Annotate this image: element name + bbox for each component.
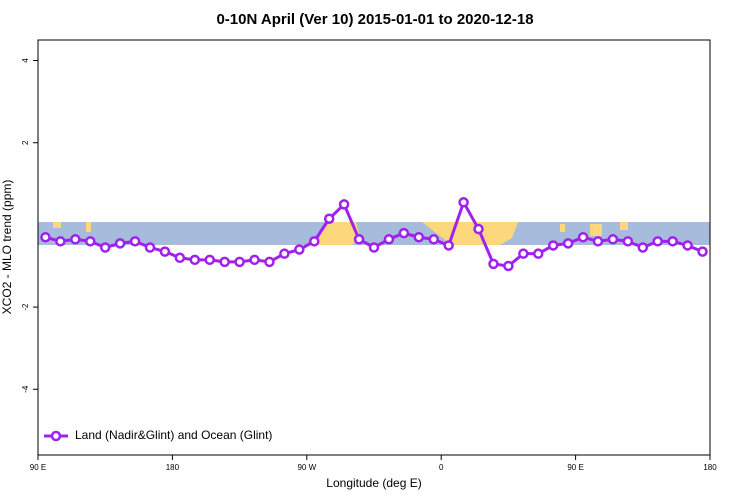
- data-point: [249, 254, 260, 266]
- data-point: [129, 236, 141, 247]
- x-tick-label: 180: [703, 463, 717, 472]
- data-point: [682, 240, 693, 251]
- data-point: [518, 248, 529, 259]
- data-point: [294, 244, 305, 255]
- data-point: [353, 234, 365, 245]
- map-band: [38, 222, 710, 245]
- data-point: [458, 197, 469, 208]
- x-tick-label: 90 W: [297, 463, 316, 472]
- data-point: [697, 246, 708, 257]
- data-point: [189, 254, 201, 266]
- land-patch: [590, 224, 602, 236]
- plot-frame: [37, 39, 711, 456]
- data-point: [622, 236, 634, 247]
- land-patch: [318, 222, 360, 245]
- data-point: [309, 236, 320, 247]
- data-point: [443, 240, 454, 251]
- legend-label: Land (Nadir&Glint) and Ocean (Glint): [75, 428, 272, 442]
- y-tick-label: 2: [21, 140, 30, 145]
- data-point: [99, 242, 111, 253]
- data-point: [592, 236, 604, 247]
- data-point: [159, 246, 171, 257]
- data-point: [652, 236, 663, 247]
- data-point: [428, 234, 439, 245]
- data-point: [368, 242, 380, 253]
- data-point: [473, 223, 484, 235]
- y-tick-label: -4: [21, 385, 30, 393]
- data-point: [503, 260, 514, 272]
- data-point: [114, 238, 126, 249]
- x-tick-label: 90 E: [567, 463, 583, 472]
- data-point: [55, 236, 66, 247]
- x-axis-label: Longitude (deg E): [326, 476, 421, 490]
- data-point: [279, 248, 290, 259]
- data-point: [144, 242, 156, 253]
- land-patch: [620, 222, 628, 230]
- data-point: [323, 213, 335, 224]
- data-point: [488, 258, 499, 270]
- ocean-band: [38, 222, 710, 245]
- land-patch: [86, 222, 91, 232]
- chart-title: 0-10N April (Ver 10) 2015-01-01 to 2020-…: [216, 11, 533, 28]
- land-patch: [53, 222, 61, 228]
- x-tick-label: 90 E: [30, 463, 46, 472]
- land-patch: [422, 222, 518, 245]
- data-point: [667, 236, 678, 247]
- data-point: [40, 231, 51, 243]
- data-point: [219, 256, 230, 268]
- land-patch: [560, 224, 565, 232]
- data-point: [562, 238, 574, 249]
- data-point: [637, 242, 649, 253]
- y-axis-label: XCO2 - MLO trend (ppm): [0, 180, 14, 315]
- data-point: [338, 199, 350, 210]
- y-tick-label: 4: [21, 58, 30, 63]
- data-point: [607, 234, 619, 245]
- y-tick-label: -2: [21, 303, 30, 311]
- data-point: [264, 256, 275, 268]
- data-point: [174, 252, 186, 264]
- data-point: [234, 256, 245, 268]
- data-point: [547, 240, 559, 251]
- data-point: [204, 254, 215, 266]
- x-tick-label: 180: [166, 463, 180, 472]
- data-point: [398, 227, 410, 239]
- legend-marker: [50, 430, 62, 442]
- data-point: [85, 236, 96, 247]
- x-tick-label: 0: [439, 463, 444, 472]
- data-point: [577, 231, 589, 243]
- data-point: [533, 248, 544, 259]
- data-point: [70, 234, 81, 245]
- data-point: [383, 234, 395, 245]
- data-point: [413, 231, 425, 243]
